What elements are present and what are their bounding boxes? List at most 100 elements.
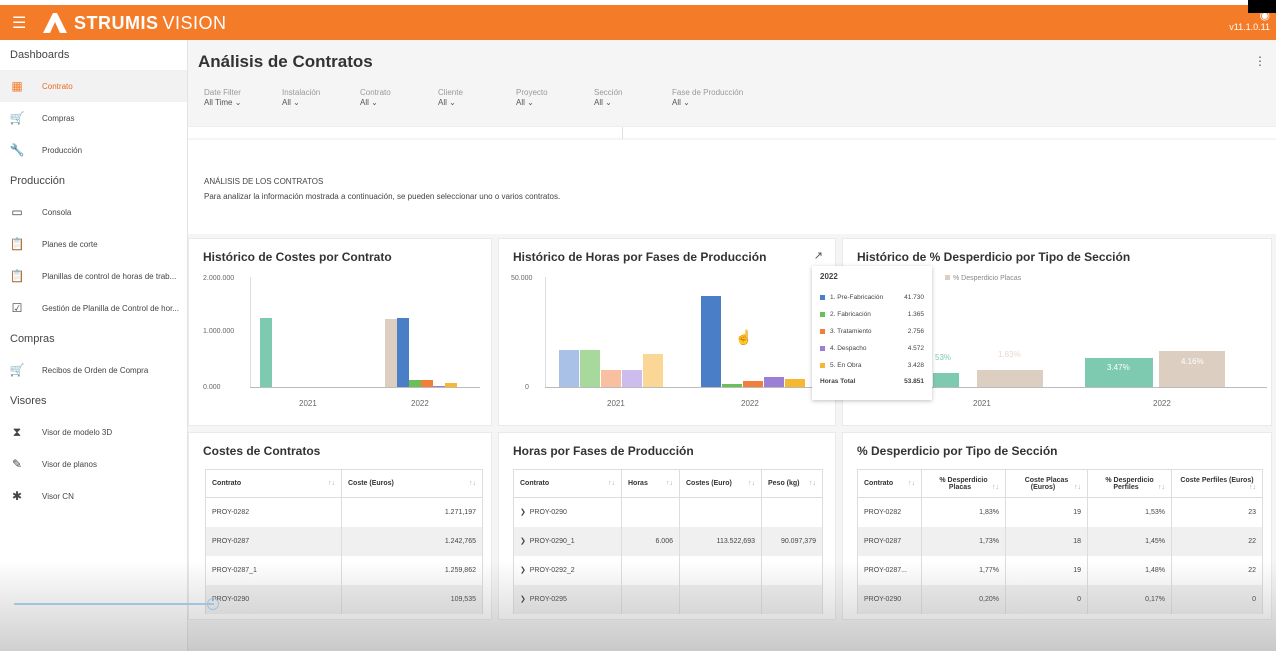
- table-row[interactable]: PROY-0287 1,73% 18 1,45% 22: [857, 526, 1263, 556]
- table-row[interactable]: PROY-0282 1.271,197: [205, 497, 483, 527]
- bar[interactable]: [701, 296, 721, 387]
- user-menu[interactable]: ◉ v11.1.0.11: [1229, 9, 1270, 33]
- filter-date[interactable]: Date Filter All Time ⌄: [204, 88, 282, 108]
- scrollbar-track[interactable]: [14, 603, 214, 605]
- sort-icon[interactable]: ↑↓: [469, 480, 476, 487]
- more-options-icon[interactable]: ⋮: [1254, 54, 1266, 68]
- col-header-coste-placas[interactable]: Coste Placas (Euros) ↑↓: [1005, 469, 1088, 498]
- user-icon[interactable]: ◉: [1259, 8, 1270, 22]
- filter-cliente[interactable]: Cliente All ⌄: [438, 88, 516, 108]
- sort-icon[interactable]: ↑↓: [666, 480, 673, 487]
- filter-seccion[interactable]: Sección All ⌄: [594, 88, 672, 108]
- hamburger-icon[interactable]: ☰: [12, 15, 27, 32]
- sidebar-item-label: Consola: [42, 207, 72, 217]
- bar[interactable]: [1085, 358, 1153, 387]
- sort-icon[interactable]: ↑↓: [1074, 483, 1081, 491]
- bar[interactable]: [580, 350, 600, 387]
- bar[interactable]: [445, 383, 457, 387]
- table-row[interactable]: ❯ PROY-0290: [513, 497, 823, 527]
- sidebar-item-visor-cn[interactable]: ✱ Visor CN: [0, 480, 187, 512]
- table-row[interactable]: PROY-0287_1 1.259,862: [205, 555, 483, 585]
- table-row[interactable]: PROY-0290 109,535: [205, 584, 483, 614]
- col-header-contrato[interactable]: Contrato ↑↓: [513, 469, 622, 498]
- scrollbar-handle[interactable]: [207, 598, 219, 610]
- bar[interactable]: [764, 377, 784, 387]
- bar[interactable]: [409, 380, 421, 387]
- table-costes-card: Costes de Contratos Contrato ↑↓ Coste (Eu…: [188, 432, 492, 620]
- col-header-desp-placas[interactable]: % Desperdicio Placas ↑↓: [921, 469, 1006, 498]
- cell: 6.006: [621, 526, 680, 556]
- bar[interactable]: [385, 319, 397, 387]
- sidebar-item-planes-de-corte[interactable]: 📋 Planes de corte: [0, 228, 187, 260]
- sort-icon[interactable]: ↑↓: [992, 483, 999, 491]
- sidebar-item-contrato[interactable]: ▦ Contrato: [0, 70, 187, 102]
- sidebar-item-label: Compras: [42, 113, 75, 123]
- bar[interactable]: [397, 318, 409, 387]
- table-row[interactable]: PROY-0290 0,20% 0 0,17% 0: [857, 584, 1263, 614]
- sidebar-item-planillas-control[interactable]: 📋 Planillas de control de horas de trab..…: [0, 260, 187, 292]
- sidebar-item-visor-planos[interactable]: ✎ Visor de planos: [0, 448, 187, 480]
- col-header-peso[interactable]: Peso (kg) ↑↓: [761, 469, 823, 498]
- bar[interactable]: [260, 318, 272, 387]
- table-row[interactable]: ❯ PROY-0295: [513, 584, 823, 614]
- expand-row-icon[interactable]: ❯: [520, 596, 526, 603]
- table-row[interactable]: PROY-0287 1.242,765: [205, 526, 483, 556]
- filter-instalacion[interactable]: Instalación All ⌄: [282, 88, 360, 108]
- filter-proyecto[interactable]: Proyecto All ⌄: [516, 88, 594, 108]
- table-row[interactable]: PROY-0287... 1,77% 19 1,48% 22: [857, 555, 1263, 585]
- bar[interactable]: [933, 373, 959, 387]
- expand-icon[interactable]: ↗: [813, 250, 823, 262]
- col-header-coste-perfiles[interactable]: Coste Perfiles (Euros) ↑↓: [1171, 469, 1263, 498]
- sidebar-item-recibos[interactable]: 🛒 Recibos de Orden de Compra: [0, 354, 187, 386]
- sidebar-item-produccion[interactable]: 🔧 Producción: [0, 134, 187, 166]
- tooltip-label: 4. Despacho: [830, 345, 867, 352]
- filter-contrato[interactable]: Contrato All ⌄: [360, 88, 438, 108]
- bar[interactable]: [1159, 351, 1225, 387]
- table-row[interactable]: PROY-0282 1,83% 19 1,53% 23: [857, 497, 1263, 527]
- legend-item[interactable]: % Desperdicio Placas: [945, 275, 1021, 282]
- sort-icon[interactable]: ↑↓: [608, 480, 615, 487]
- sort-icon[interactable]: ↑↓: [908, 480, 915, 487]
- bar[interactable]: [421, 380, 433, 387]
- sort-icon[interactable]: ↑↓: [748, 480, 755, 487]
- main-content: Análisis de Contratos ⋮ Date Filter All T…: [188, 40, 1276, 651]
- col-header-desp-perfiles[interactable]: % Desperdicio Perfiles ↑↓: [1087, 469, 1172, 498]
- col-header-contrato[interactable]: Contrato ↑↓: [857, 469, 922, 498]
- sort-icon[interactable]: ↑↓: [328, 480, 335, 487]
- cell: ❯ PROY-0290_1: [513, 526, 622, 556]
- app-logo[interactable]: STRUMIS VISION: [40, 11, 227, 35]
- bar[interactable]: [643, 354, 663, 387]
- filter-bar: Date Filter All Time ⌄ Instalación All ⌄ C…: [204, 88, 792, 108]
- sidebar-item-visor-3d[interactable]: ⧗ Visor de modelo 3D: [0, 416, 187, 448]
- bar[interactable]: [559, 350, 579, 387]
- sidebar-item-consola[interactable]: ▭ Consola: [0, 196, 187, 228]
- bar[interactable]: [743, 381, 763, 387]
- col-header-costes[interactable]: Costes (Euro) ↑↓: [679, 469, 762, 498]
- table-row[interactable]: ❯ PROY-0292_2: [513, 555, 823, 585]
- bar[interactable]: [785, 379, 805, 387]
- sidebar-item-gestion-planilla[interactable]: ☑ Gestión de Planilla de Control de hor..…: [0, 292, 187, 324]
- costes-table: Contrato ↑↓ Coste (Euros) ↑↓ PROY-0282 1.27…: [205, 469, 483, 614]
- bar[interactable]: [601, 370, 621, 387]
- sort-icon[interactable]: ↑↓: [1249, 483, 1256, 491]
- sidebar-item-compras[interactable]: 🛒 Compras: [0, 102, 187, 134]
- col-header-contrato[interactable]: Contrato ↑↓: [205, 469, 342, 498]
- col-header-horas[interactable]: Horas ↑↓: [621, 469, 680, 498]
- expand-row-icon[interactable]: ❯: [520, 509, 526, 517]
- tooltip-total-label: Horas Total: [820, 377, 856, 385]
- table-row[interactable]: ❯ PROY-0290_1 6.006 113.522,693 90.097,379: [513, 526, 823, 556]
- filter-value: All: [438, 98, 447, 107]
- sort-icon[interactable]: ↑↓: [1158, 483, 1165, 491]
- expand-row-icon[interactable]: ❯: [520, 538, 526, 545]
- bar[interactable]: [722, 384, 742, 387]
- filter-fase[interactable]: Fase de Producción All ⌄: [672, 88, 792, 108]
- expand-row-icon[interactable]: ❯: [520, 567, 526, 574]
- bar[interactable]: [622, 370, 642, 387]
- cell: [679, 497, 762, 527]
- sort-icon[interactable]: ↑↓: [809, 480, 816, 487]
- page-title: Análisis de Contratos: [198, 52, 373, 71]
- tooltip-label: 5. En Obra: [830, 362, 862, 369]
- bar[interactable]: [977, 370, 1043, 387]
- bar[interactable]: [433, 386, 445, 387]
- col-header-coste[interactable]: Coste (Euros) ↑↓: [341, 469, 483, 498]
